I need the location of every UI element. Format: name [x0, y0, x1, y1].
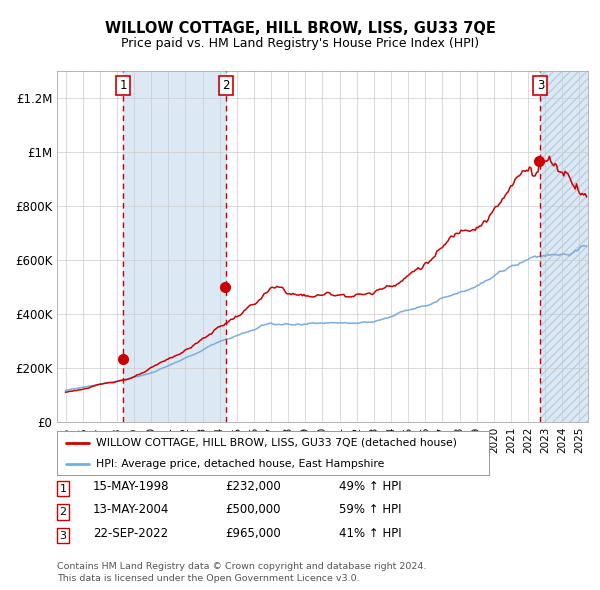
Bar [541, 71, 588, 422]
Text: HPI: Average price, detached house, East Hampshire: HPI: Average price, detached house, East… [96, 459, 384, 469]
Bar [541, 71, 588, 422]
Text: Price paid vs. HM Land Registry's House Price Index (HPI): Price paid vs. HM Land Registry's House … [121, 37, 479, 50]
Text: 1: 1 [119, 79, 127, 92]
Text: 1: 1 [59, 484, 67, 493]
Text: WILLOW COTTAGE, HILL BROW, LISS, GU33 7QE (detached house): WILLOW COTTAGE, HILL BROW, LISS, GU33 7Q… [96, 438, 457, 448]
Text: 2: 2 [223, 79, 230, 92]
Text: 2: 2 [59, 507, 67, 517]
Text: £232,000: £232,000 [225, 480, 281, 493]
Text: 59% ↑ HPI: 59% ↑ HPI [339, 503, 401, 516]
Text: 3: 3 [59, 531, 67, 540]
Text: This data is licensed under the Open Government Licence v3.0.: This data is licensed under the Open Gov… [57, 574, 359, 583]
Text: £500,000: £500,000 [225, 503, 281, 516]
Bar [123, 71, 226, 422]
Text: 13-MAY-2004: 13-MAY-2004 [93, 503, 169, 516]
Text: 41% ↑ HPI: 41% ↑ HPI [339, 527, 401, 540]
Text: 15-MAY-1998: 15-MAY-1998 [93, 480, 170, 493]
Text: Contains HM Land Registry data © Crown copyright and database right 2024.: Contains HM Land Registry data © Crown c… [57, 562, 427, 571]
Text: 22-SEP-2022: 22-SEP-2022 [93, 527, 168, 540]
Text: 49% ↑ HPI: 49% ↑ HPI [339, 480, 401, 493]
Text: £965,000: £965,000 [225, 527, 281, 540]
Text: 3: 3 [536, 79, 544, 92]
Text: WILLOW COTTAGE, HILL BROW, LISS, GU33 7QE: WILLOW COTTAGE, HILL BROW, LISS, GU33 7Q… [104, 21, 496, 35]
